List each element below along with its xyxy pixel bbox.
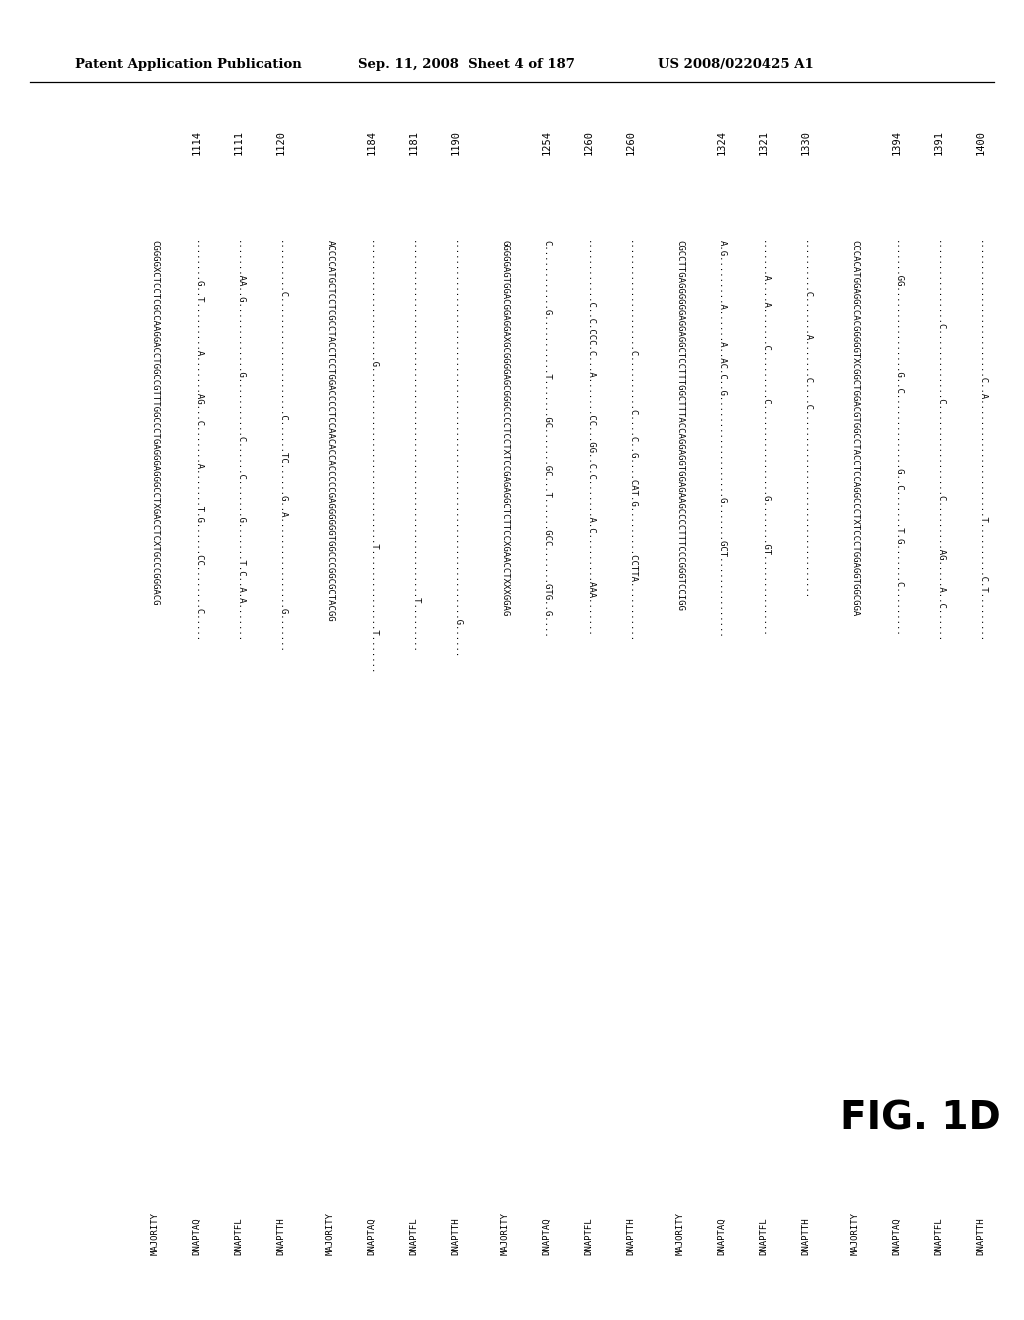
- Text: DNAPTFL: DNAPTFL: [760, 1217, 768, 1255]
- Text: DNAPTAQ: DNAPTAQ: [193, 1217, 202, 1255]
- Text: 1190: 1190: [451, 129, 461, 154]
- Text: Sep. 11, 2008  Sheet 4 of 187: Sep. 11, 2008 Sheet 4 of 187: [358, 58, 574, 71]
- Text: DNAPTAQ: DNAPTAQ: [893, 1217, 901, 1255]
- Text: MAJORITY: MAJORITY: [501, 1212, 510, 1255]
- Text: CGCCTTGAGGGGGGAGGAGGCTCCTTTGGCTTTACCAGGAGGTGGAGAAGCCCCTTTCCCGGGTCCIGG: CGCCTTGAGGGGGGAGGAGGCTCCTTTGGCTTTACCAGGA…: [676, 240, 684, 611]
- Text: Patent Application Publication: Patent Application Publication: [75, 58, 302, 71]
- Text: DNAPTTH: DNAPTTH: [276, 1217, 286, 1255]
- Text: .......A....A.......C.........C.................G........GT...............: .......A....A.......C.........C.........…: [760, 240, 768, 638]
- Text: MAJORITY: MAJORITY: [851, 1212, 859, 1255]
- Text: MAJORITY: MAJORITY: [151, 1212, 160, 1255]
- Text: DNAPTTH: DNAPTTH: [802, 1217, 811, 1255]
- Text: DNAPTFL: DNAPTFL: [935, 1217, 943, 1255]
- Text: CCCACATGGAGGCCACGGGGGTXCGGCTGGACGTGGCCTACCTCCAGGCCCTXTCCCTGGAGGTGGCGGA: CCCACATGGAGGCCACGGGGGTXCGGCTGGACGTGGCCTA…: [851, 240, 859, 616]
- Text: .......................G.................................T...............T......: .......................G................…: [368, 240, 377, 676]
- Text: ........G..T.........A.......AG...C.......A.......T.G......CC........C.....: ........G..T.........A.......AG...C.....…: [193, 240, 202, 643]
- Text: DNAPTTH: DNAPTTH: [977, 1217, 985, 1255]
- Text: .......AA..G.............G...........C......C.......G.......T.C..A.A.......: .......AA..G.............G...........C..…: [234, 240, 244, 643]
- Text: 1330: 1330: [801, 129, 811, 154]
- Text: CGGGGXCTCCTCGCCAAGGACCTGGCCGTTTGGCCCTGAGGGAGGGCCTXGACCTCXTGCCCGGGACG: CGGGGXCTCCTCGCCAAGGACCTGGCCGTTTGGCCCTGAG…: [151, 240, 160, 606]
- Text: GGGGGAGTGGACGGAGGAXGCGGGGAGCGGGCCCCTCCTXTCCGAGAGGCTCTTCCXGAACCTXXXGGAG: GGGGGAGTGGACGGAGGAXGCGGGGAGCGGGCCCCTCCTX…: [501, 240, 510, 616]
- Text: 1120: 1120: [276, 129, 286, 154]
- Text: A.G.........A......A..AC.C..G...................G.......GCT...............: A.G.........A......A..AC.C..G...........…: [718, 240, 726, 638]
- Text: 1391: 1391: [934, 129, 944, 154]
- Text: DNAPTAQ: DNAPTAQ: [718, 1217, 726, 1255]
- Text: ..........C.......A.......C....C...................................: ..........C.......A.......C....C........…: [802, 240, 811, 601]
- Text: .....................C..........C....C..G....CAT.G.........CCTTA...........: .....................C..........C....C..…: [627, 240, 636, 643]
- Text: DNAPTFL: DNAPTFL: [410, 1217, 419, 1255]
- Text: 1260: 1260: [584, 129, 594, 154]
- Text: 1321: 1321: [759, 129, 769, 154]
- Text: ............C..C.CCC.C...A.......CC...GG..C.C.......A.C.........AAA.......: ............C..C.CCC.C...A.......CC...GG…: [585, 240, 594, 638]
- Text: 1111: 1111: [234, 129, 244, 154]
- Text: .......................................................................G......: ........................................…: [452, 240, 461, 659]
- Text: DNAPTAQ: DNAPTAQ: [368, 1217, 377, 1255]
- Text: DNAPTTH: DNAPTTH: [627, 1217, 636, 1255]
- Text: ..........................C..A......................T..........C.T.........: ..........................C..A..........…: [977, 240, 985, 643]
- Text: ..........C......................C......TC......G..A.................G.......: ..........C......................C......…: [276, 240, 286, 653]
- Text: 1260: 1260: [626, 129, 636, 154]
- Text: 1184: 1184: [367, 129, 377, 154]
- Text: MAJORITY: MAJORITY: [676, 1212, 684, 1255]
- Text: ...................................................................T.........: ........................................…: [410, 240, 419, 653]
- Text: C............G...........T.......GC.......GC...T......GCC.......GTG..G....: C............G...........T.......GC.....…: [543, 240, 552, 638]
- Text: DNAPTAQ: DNAPTAQ: [543, 1217, 552, 1255]
- Text: 1394: 1394: [892, 129, 902, 154]
- Text: 1254: 1254: [542, 129, 552, 154]
- Text: ................C.............C.................C.........AG.....A..C......: ................C.............C.........…: [935, 240, 943, 643]
- Text: DNAPTFL: DNAPTFL: [234, 1217, 244, 1255]
- Text: 1324: 1324: [717, 129, 727, 154]
- Text: 1114: 1114: [193, 129, 202, 154]
- Text: US 2008/0220425 A1: US 2008/0220425 A1: [658, 58, 814, 71]
- Text: ACCCCATGCTCCTCGCCTACCTCCTGGACCCCTCCAACACCACCCCCGAGGGGGGTGGCCCGGCGCTACGG: ACCCCATGCTCCTCGCCTACCTCCTGGACCCCTCCAACAC…: [326, 240, 335, 622]
- Text: .......GG................G..C..............G..C.......T.G.......C.........: .......GG................G..C...........…: [893, 240, 901, 638]
- Text: DNAPTTH: DNAPTTH: [452, 1217, 461, 1255]
- Text: DNAPTFL: DNAPTFL: [585, 1217, 594, 1255]
- Text: 1181: 1181: [409, 129, 419, 154]
- Text: 1400: 1400: [976, 129, 986, 154]
- Text: MAJORITY: MAJORITY: [326, 1212, 335, 1255]
- Text: FIG. 1D: FIG. 1D: [840, 1100, 1000, 1138]
